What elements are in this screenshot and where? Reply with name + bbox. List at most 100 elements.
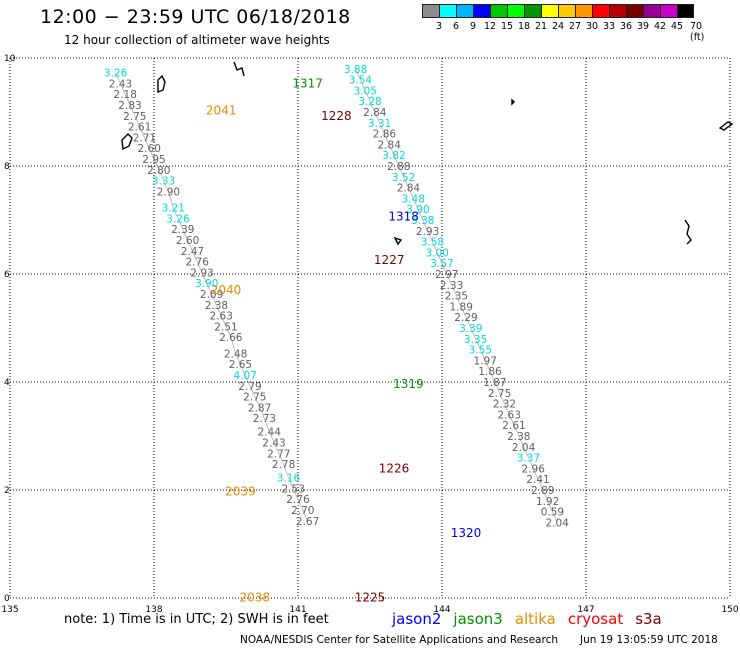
footnote: note: 1) Time is in UTC; 2) SWH is in fe… [64, 612, 329, 627]
legend-label: 70 (ft) [690, 21, 705, 43]
wave-height-value: 2.61 [128, 122, 151, 134]
y-axis-tick-label: 0 [4, 594, 10, 604]
wave-height-value: 2.60 [138, 143, 161, 155]
legend-swatch [592, 4, 609, 18]
legend-label: 36 [619, 21, 633, 32]
wave-height-value: 2.88 [387, 161, 410, 173]
pass-time-label: 1319 [393, 377, 424, 391]
legend-swatch [439, 4, 456, 18]
wave-height-value: 3.35 [464, 334, 487, 346]
pass-time-label: 2041 [206, 103, 237, 117]
wave-height-value: 3.82 [382, 150, 405, 162]
wave-height-value: 2.29 [454, 312, 477, 324]
wave-height-value: 2.04 [512, 442, 536, 454]
wave-height-value: 2.48 [224, 348, 247, 360]
x-axis-tick-label: 138 [145, 605, 162, 615]
satellite-label: s3a [635, 610, 662, 628]
wave-height-value: 2.43 [109, 78, 132, 90]
timestamp: Jun 19 13:05:59 UTC 2018 [580, 634, 718, 646]
page-title: 12:00 − 23:59 UTC 06/18/2018 [40, 6, 351, 28]
legend-label: 33 [602, 21, 616, 32]
legend-swatch [660, 4, 677, 18]
wave-height-value: 2.61 [502, 420, 525, 432]
wave-height-value: 2.76 [186, 257, 210, 269]
wave-height-value: 2.84 [397, 183, 421, 195]
satellite-track [355, 68, 558, 523]
wave-height-value: 3.90 [195, 278, 218, 290]
island-outline [121, 133, 133, 151]
pass-time-label: 1318 [388, 210, 419, 224]
y-axis-tick-label: 8 [4, 162, 10, 172]
pass-time-label: 2038 [240, 590, 271, 604]
wave-height-value: 3.54 [349, 75, 373, 87]
y-axis-tick-label: 10 [4, 54, 16, 64]
satellite-label: jason3 [453, 610, 503, 628]
wave-height-value: 2.95 [142, 154, 165, 166]
legend-swatch [524, 4, 541, 18]
wave-height-value: 3.52 [392, 172, 415, 184]
wave-height-value: 2.84 [378, 139, 402, 151]
wave-height-value: 2.38 [205, 300, 228, 312]
legend-swatch [456, 4, 473, 18]
wave-height-value: 3.39 [459, 323, 482, 335]
wave-height-value: 2.75 [123, 111, 146, 123]
satellite-label: jason2 [392, 610, 442, 628]
wave-height-value: 3.26 [104, 68, 128, 80]
wave-height-value: 2.90 [157, 186, 180, 198]
wave-height-value: 2.65 [229, 359, 252, 371]
wave-height-value: 1.87 [483, 377, 506, 389]
wave-height-value: 2.44 [258, 427, 282, 439]
wave-height-value: 2.93 [190, 267, 213, 279]
wave-height-value: 3.26 [166, 213, 190, 225]
wave-height-value: 3.55 [469, 345, 492, 357]
legend-label: 42 [653, 21, 667, 32]
wave-height-value: 2.79 [238, 381, 261, 393]
legend-swatch [575, 4, 592, 18]
pass-time-label: 1226 [379, 461, 410, 475]
wave-height-value: 2.71 [133, 132, 156, 144]
wave-height-value: 4.07 [234, 370, 257, 382]
legend-label: 45 [670, 21, 684, 32]
x-axis-tick-label: 135 [1, 605, 18, 615]
satellite-track [115, 72, 308, 521]
color-legend [422, 4, 694, 18]
wave-height-value: 3.37 [517, 453, 540, 465]
legend-swatch [558, 4, 575, 18]
island-outline [511, 98, 515, 106]
wave-height-value: 2.96 [522, 463, 546, 475]
legend-swatch [677, 4, 694, 18]
wave-height-value: 3.21 [162, 203, 185, 215]
wave-height-value: 2.86 [373, 129, 397, 141]
wave-height-value: 3.05 [354, 85, 377, 97]
legend-label: 27 [568, 21, 582, 32]
legend-swatch [541, 4, 558, 18]
legend-swatch [422, 4, 439, 18]
legend-label: 12 [483, 21, 497, 32]
wave-height-value: 3.90 [406, 204, 429, 216]
wave-height-value: 2.87 [248, 402, 271, 414]
wave-height-value: 2.04 [546, 517, 570, 529]
legend-label: 39 [636, 21, 650, 32]
wave-height-value: 2.32 [493, 399, 516, 411]
wave-height-value: 2.09 [200, 289, 223, 301]
credit-line: NOAA/NESDIS Center for Satellite Applica… [240, 634, 558, 646]
wave-height-value: 2.47 [181, 246, 204, 258]
wave-height-value: 2.35 [445, 291, 468, 303]
legend-label: 24 [551, 21, 565, 32]
wave-height-value: 2.84 [363, 107, 387, 119]
y-axis-tick-label: 6 [4, 270, 10, 280]
y-axis-tick-label: 2 [4, 486, 10, 496]
wave-height-value: 2.33 [440, 280, 463, 292]
wave-height-value: 2.77 [267, 448, 290, 460]
wave-height-value: 2.63 [498, 409, 521, 421]
wave-height-value: 2.75 [488, 388, 511, 400]
legend-label: 15 [500, 21, 514, 32]
legend-label: 18 [517, 21, 531, 32]
wave-height-value: 2.43 [262, 437, 285, 449]
wave-height-value: 1.97 [474, 355, 497, 367]
wave-height-value: 2.83 [118, 100, 141, 112]
wave-height-value: 3.58 [421, 237, 444, 249]
y-axis-tick-label: 4 [4, 378, 10, 388]
wave-height-value: 3.33 [152, 176, 175, 188]
legend-swatch [643, 4, 660, 18]
